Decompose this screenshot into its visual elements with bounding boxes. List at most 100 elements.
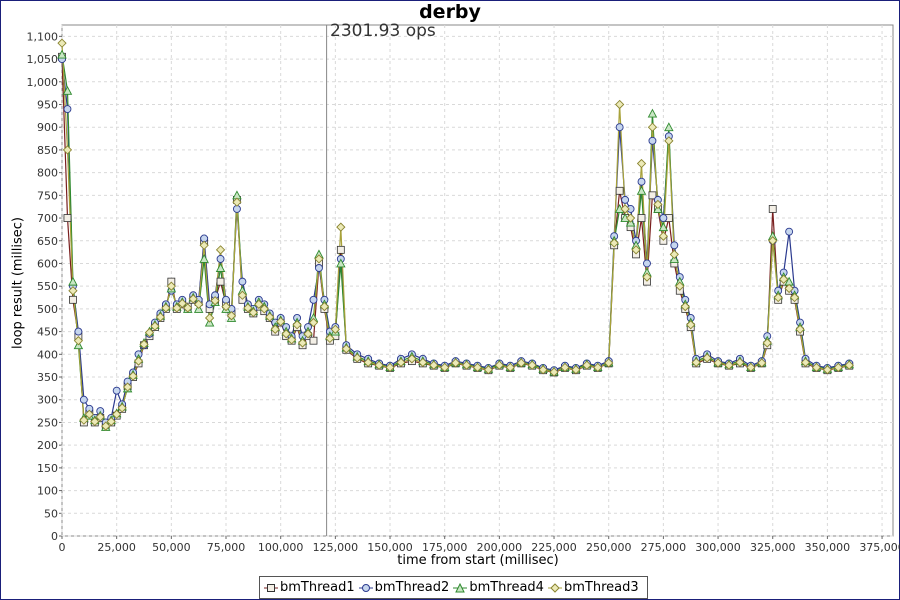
- y-tick-label: 350: [37, 371, 58, 384]
- y-tick-label: 700: [37, 212, 58, 225]
- data-point-bmThread3: [418, 357, 428, 368]
- data-point-bmThread3: [297, 338, 308, 348]
- data-point-bmThread3: [822, 365, 833, 375]
- data-point-bmThread3: [210, 296, 220, 306]
- data-point-bmThread3: [844, 360, 854, 370]
- data-point-bmThread3: [653, 199, 663, 210]
- data-point-bmThread3: [450, 358, 461, 368]
- data-point-bmThread3: [647, 122, 658, 132]
- x-tick-label: 150,000: [367, 541, 413, 554]
- data-point-bmThread3: [330, 324, 340, 334]
- data-point-bmThread3: [215, 245, 226, 255]
- x-tick-label: 225,000: [531, 541, 577, 554]
- data-point-bmThread1: [768, 205, 777, 213]
- data-point-bmThread1: [637, 214, 646, 222]
- legend-item-bmthread2: bmThread2: [358, 580, 449, 595]
- data-point-bmThread3: [248, 307, 258, 318]
- data-point-bmThread1: [309, 336, 318, 345]
- data-point-bmThread3: [270, 324, 280, 334]
- data-point-bmThread3: [286, 335, 297, 345]
- data-point-bmThread3: [177, 298, 187, 309]
- data-point-bmThread4: [215, 263, 226, 272]
- data-point-bmThread3: [625, 213, 636, 223]
- y-tick-label: 950: [37, 98, 58, 111]
- data-point-bmThread3: [95, 412, 105, 422]
- data-point-bmThread3: [73, 336, 84, 346]
- data-point-bmThread3: [795, 324, 805, 334]
- legend-circle-marker-icon: [358, 583, 373, 592]
- data-point-bmThread2: [63, 105, 72, 113]
- data-point-bmThread3: [265, 312, 275, 322]
- data-point-bmThread3: [483, 365, 494, 375]
- data-point-bmThread3: [281, 329, 291, 339]
- data-point-bmThread3: [538, 365, 548, 375]
- x-tick-label: 50,000: [152, 541, 191, 554]
- data-point-bmThread3: [675, 281, 685, 291]
- data-point-bmThread3: [658, 231, 669, 241]
- data-point-bmThread3: [303, 329, 313, 339]
- y-tick-label: 1,000: [27, 76, 59, 89]
- data-point-bmThread2: [659, 214, 668, 222]
- y-tick-label: 200: [37, 439, 58, 452]
- data-point-bmThread3: [593, 362, 603, 373]
- x-tick-label: 75,000: [207, 541, 246, 554]
- data-point-bmThread3: [166, 281, 176, 291]
- data-point-bmThread2: [238, 277, 247, 286]
- y-tick-label: 900: [37, 121, 58, 134]
- data-point-bmThread3: [68, 286, 78, 296]
- data-point-bmThread3: [188, 294, 198, 304]
- data-point-bmThread4: [636, 185, 647, 195]
- y-tick-label: 150: [37, 462, 58, 475]
- y-tick-label: 450: [37, 326, 58, 339]
- data-point-bmThread3: [620, 204, 630, 214]
- data-point-bmThread3: [560, 362, 570, 373]
- data-point-bmThread3: [636, 158, 647, 169]
- data-point-bmThread3: [243, 303, 253, 313]
- data-point-bmThread3: [735, 357, 745, 368]
- data-point-bmThread3: [363, 357, 373, 368]
- data-point-bmThread3: [101, 421, 111, 431]
- x-tick-label: 275,000: [641, 541, 687, 554]
- data-point-bmThread4: [57, 49, 67, 59]
- data-point-bmThread3: [62, 145, 73, 155]
- x-tick-label: 350,000: [805, 541, 851, 554]
- y-tick-label: 50: [44, 507, 58, 520]
- data-point-bmThread3: [128, 371, 138, 381]
- data-point-bmThread3: [811, 362, 822, 373]
- data-point-bmThread3: [773, 292, 783, 303]
- y-tick-label: 300: [37, 394, 58, 407]
- data-point-bmThread3: [226, 311, 237, 321]
- y-axis-label: loop result (millisec): [10, 217, 26, 349]
- data-point-bmThread3: [779, 274, 789, 285]
- data-point-bmThread3: [204, 313, 215, 323]
- data-point-bmThread3: [800, 357, 811, 368]
- data-point-bmThread3: [155, 312, 166, 322]
- data-point-bmThread3: [494, 360, 505, 370]
- legend-label-bmthread3: bmThread3: [563, 580, 639, 595]
- data-point-bmThread3: [308, 317, 319, 328]
- data-point-bmThread3: [604, 358, 614, 368]
- data-point-bmThread3: [691, 357, 701, 368]
- data-point-bmThread2: [621, 195, 630, 204]
- y-tick-label: 1,050: [27, 53, 59, 66]
- data-point-bmThread4: [336, 258, 346, 268]
- data-point-bmThread4: [664, 122, 674, 132]
- data-point-bmThread4: [62, 85, 73, 95]
- data-point-bmThread3: [789, 292, 800, 303]
- data-point-bmThread3: [702, 353, 712, 363]
- x-tick-label: 375,000: [859, 541, 900, 554]
- data-point-bmThread4: [647, 108, 658, 118]
- data-point-bmThread3: [407, 354, 417, 364]
- data-point-bmThread3: [325, 333, 335, 344]
- data-point-bmThread3: [232, 197, 242, 207]
- legend-diamond-marker-icon: [547, 582, 562, 593]
- data-point-bmThread3: [615, 99, 625, 110]
- data-point-bmThread3: [341, 344, 351, 354]
- data-point-bmThread3: [237, 290, 248, 300]
- data-point-bmThread3: [724, 360, 734, 370]
- legend-item-bmthread3: bmThread3: [547, 580, 639, 595]
- data-point-bmThread2: [615, 123, 624, 132]
- x-tick-label: 25,000: [97, 541, 136, 554]
- legend: bmThread1 bmThread2 bmThread4 bmThread3: [259, 576, 648, 599]
- data-point-bmThread3: [144, 327, 155, 338]
